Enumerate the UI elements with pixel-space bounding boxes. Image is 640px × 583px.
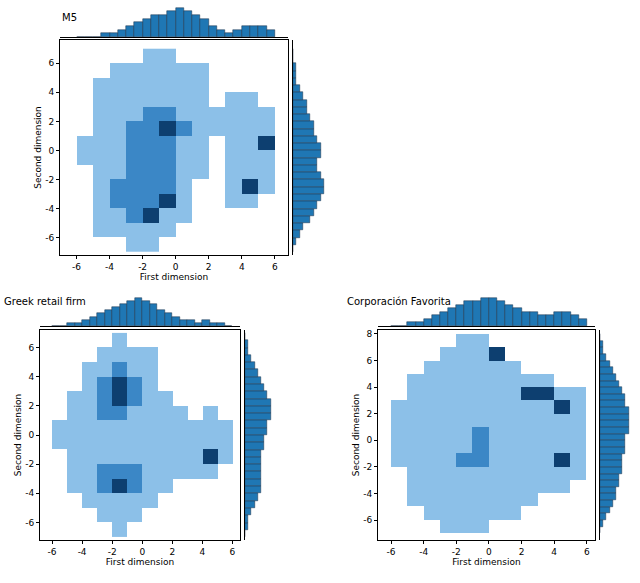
- svg-text:2: 2: [29, 401, 35, 411]
- svg-text:0: 0: [173, 262, 179, 272]
- svg-text:Greek retail firm: Greek retail firm: [4, 296, 86, 307]
- svg-text:4: 4: [29, 372, 35, 382]
- svg-text:2: 2: [519, 547, 525, 557]
- svg-text:0: 0: [139, 547, 145, 557]
- svg-text:6: 6: [29, 343, 35, 353]
- svg-text:6: 6: [584, 547, 590, 557]
- svg-text:-4: -4: [25, 488, 34, 498]
- svg-text:4: 4: [367, 382, 373, 392]
- svg-text:-4: -4: [363, 489, 372, 499]
- svg-text:4: 4: [239, 262, 245, 272]
- svg-text:-4: -4: [45, 204, 54, 214]
- svg-text:6: 6: [367, 356, 373, 366]
- svg-text:0: 0: [486, 547, 492, 557]
- svg-text:Corporación Favorita: Corporación Favorita: [347, 296, 451, 307]
- svg-text:Second dimension: Second dimension: [33, 106, 43, 189]
- svg-text:-6: -6: [363, 515, 372, 525]
- svg-text:4: 4: [49, 87, 55, 97]
- svg-text:-2: -2: [138, 262, 147, 272]
- svg-text:-6: -6: [25, 518, 34, 528]
- svg-text:4: 4: [551, 547, 557, 557]
- svg-text:-2: -2: [363, 462, 372, 472]
- svg-text:2: 2: [206, 262, 212, 272]
- svg-text:2: 2: [49, 117, 55, 127]
- svg-text:8: 8: [367, 329, 373, 339]
- svg-text:6: 6: [230, 547, 236, 557]
- svg-text:-6: -6: [387, 547, 396, 557]
- svg-text:2: 2: [367, 409, 373, 419]
- svg-text:-4: -4: [105, 262, 114, 272]
- svg-text:-6: -6: [48, 547, 57, 557]
- svg-text:-4: -4: [419, 547, 428, 557]
- svg-text:0: 0: [367, 435, 373, 445]
- svg-text:First dimension: First dimension: [140, 272, 208, 282]
- svg-text:-6: -6: [45, 233, 54, 243]
- svg-text:6: 6: [272, 262, 278, 272]
- svg-text:-2: -2: [452, 547, 461, 557]
- svg-text:M5: M5: [62, 12, 77, 23]
- svg-text:-4: -4: [78, 547, 87, 557]
- svg-text:2: 2: [169, 547, 175, 557]
- svg-text:First dimension: First dimension: [106, 557, 174, 567]
- svg-text:0: 0: [29, 430, 35, 440]
- svg-text:6: 6: [49, 58, 55, 68]
- svg-text:-2: -2: [108, 547, 117, 557]
- svg-text:Second dimension: Second dimension: [13, 394, 23, 477]
- svg-text:4: 4: [200, 547, 206, 557]
- svg-text:-6: -6: [72, 262, 81, 272]
- svg-text:0: 0: [49, 146, 55, 156]
- svg-text:First dimension: First dimension: [452, 557, 520, 567]
- svg-text:Second dimension: Second dimension: [351, 394, 361, 477]
- svg-text:-2: -2: [25, 459, 34, 469]
- svg-text:-2: -2: [45, 175, 54, 185]
